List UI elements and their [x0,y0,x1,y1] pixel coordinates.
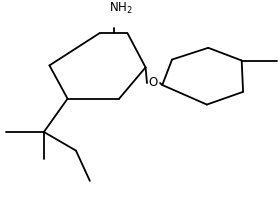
Text: NH$_2$: NH$_2$ [109,1,132,17]
Text: O: O [149,76,158,89]
